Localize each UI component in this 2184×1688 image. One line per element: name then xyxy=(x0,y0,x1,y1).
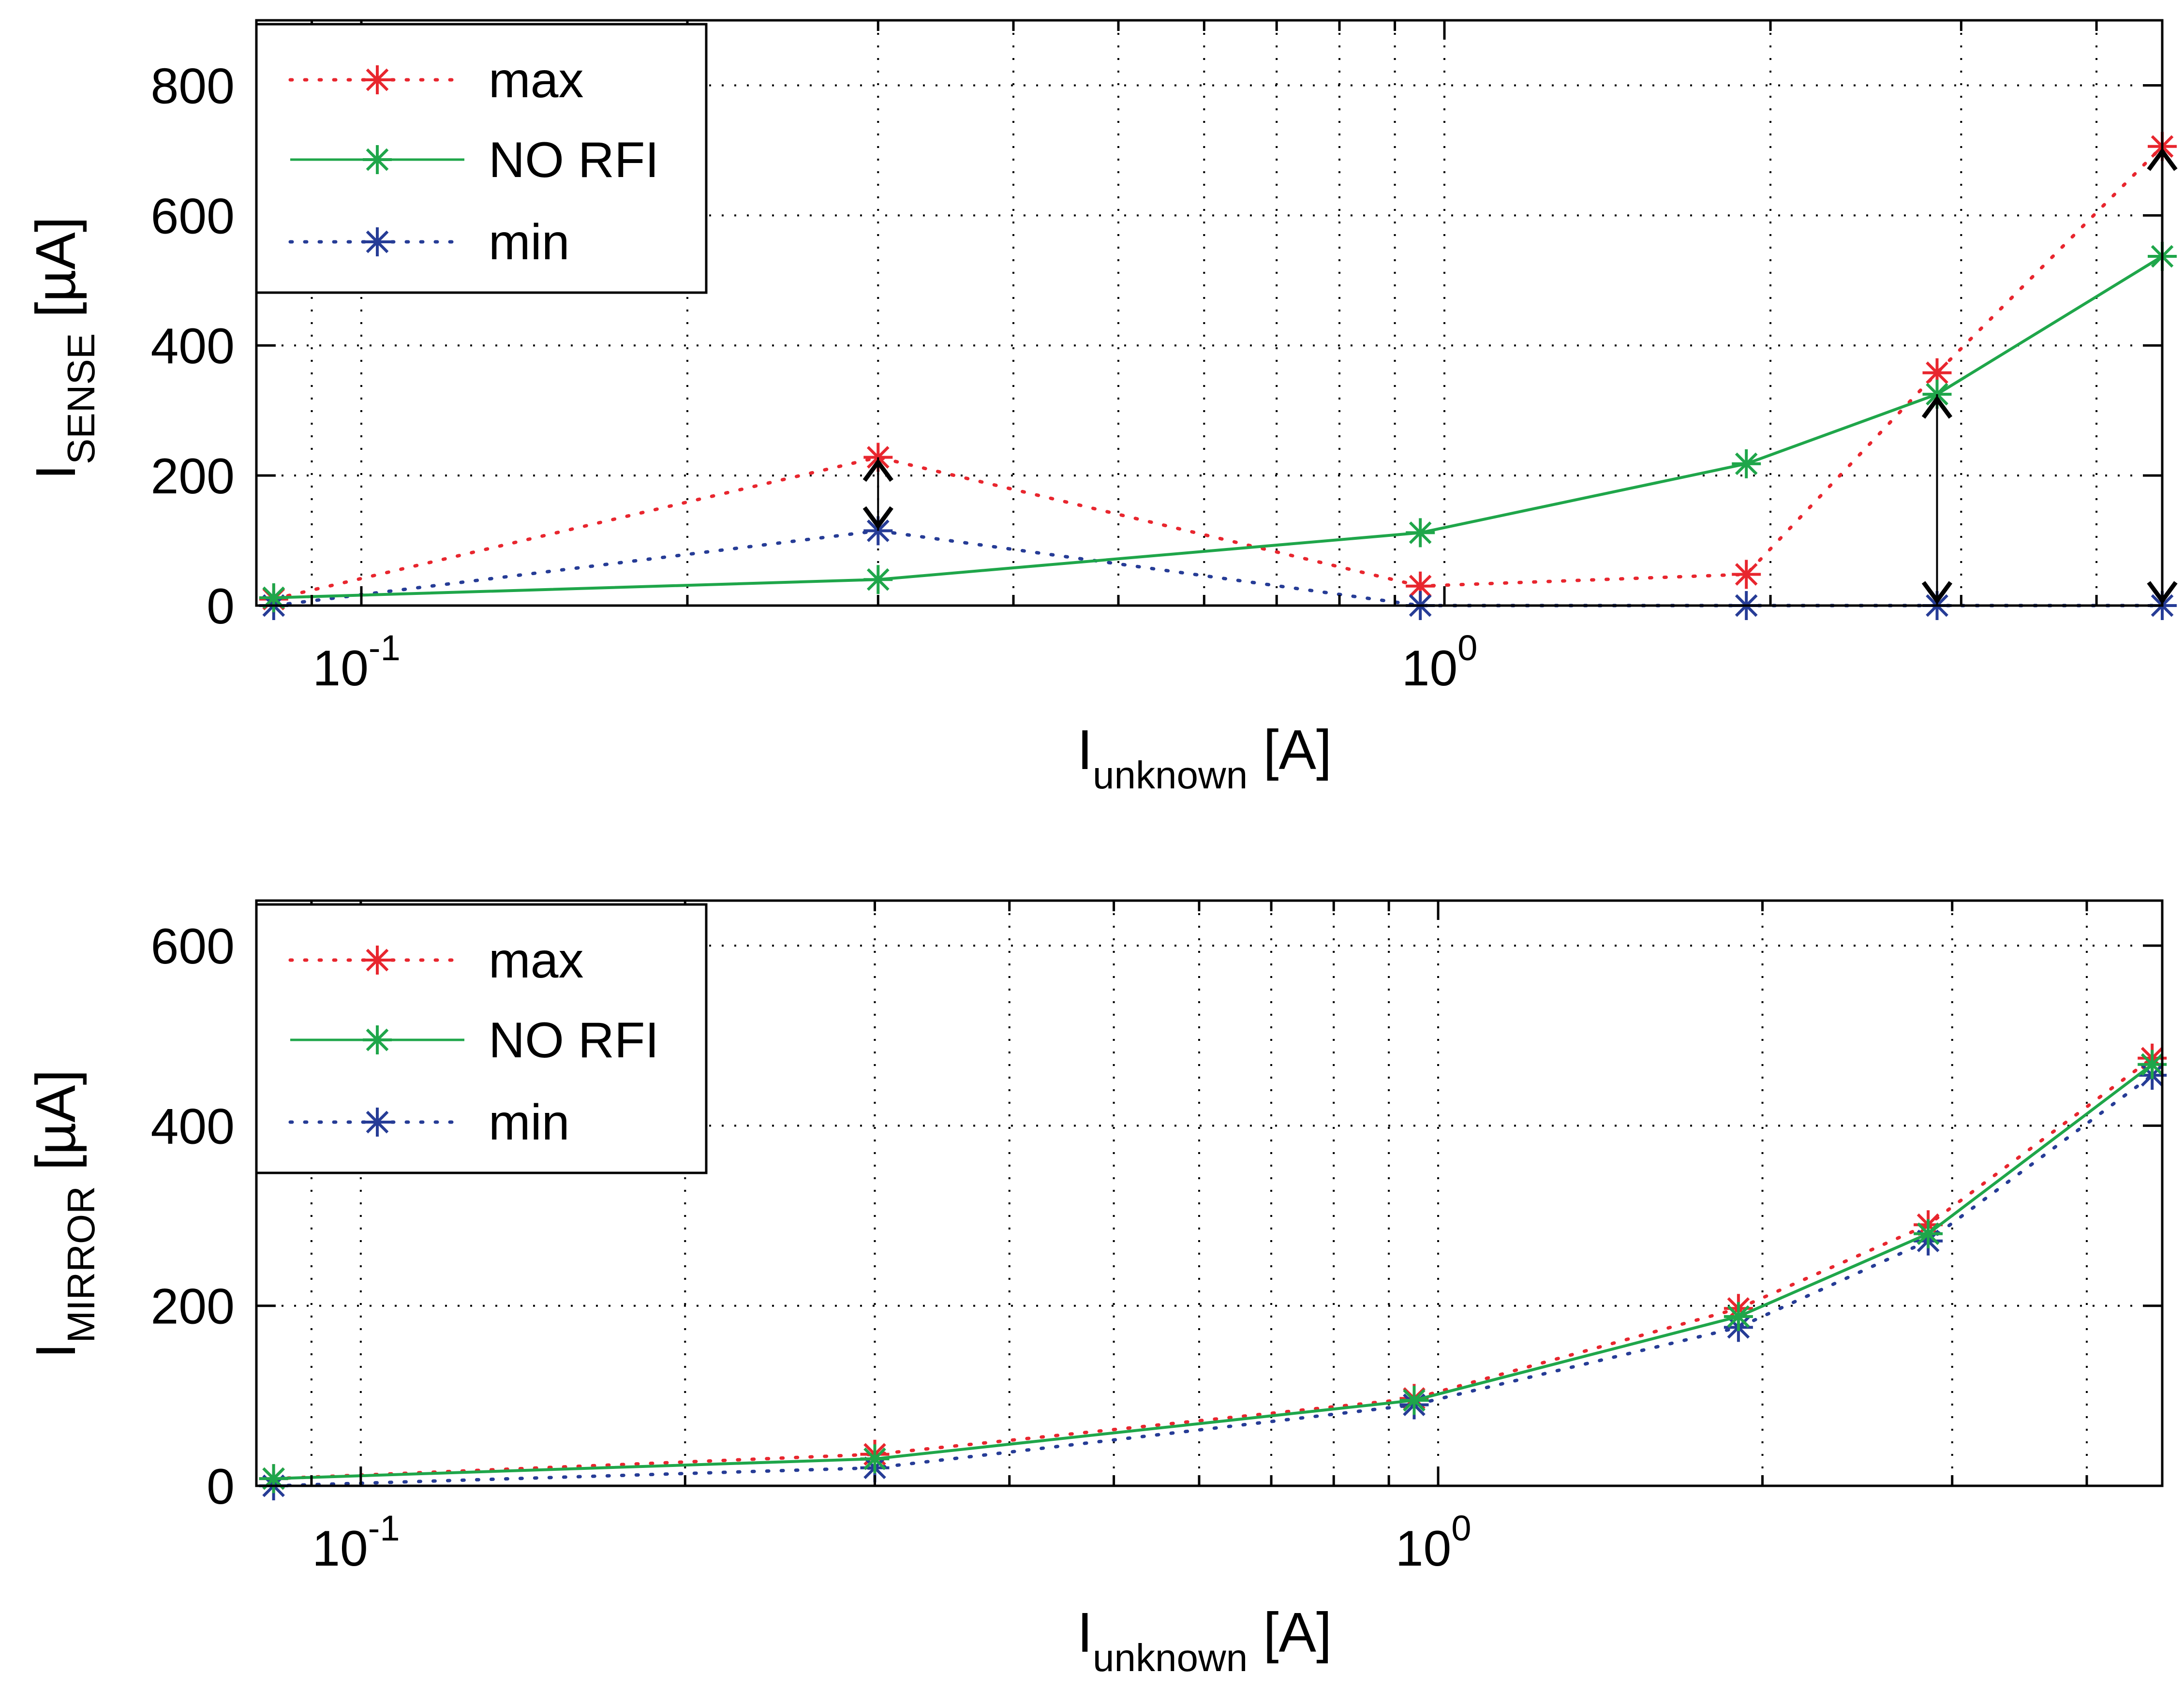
legend-label: NO RFI xyxy=(489,1012,659,1068)
star-marker-icon xyxy=(363,946,392,975)
data-point-marker xyxy=(259,1464,288,1494)
data-point-marker xyxy=(860,1444,890,1474)
y-tick-label: 800 xyxy=(150,58,235,114)
legend-entry-no-rfi: NO RFI xyxy=(290,1012,659,1068)
star-marker-icon xyxy=(363,145,392,174)
series-line xyxy=(272,255,2164,599)
data-point-marker xyxy=(1732,560,1761,589)
legend-entry-min: min xyxy=(288,1095,570,1151)
legend: max NO RFI min xyxy=(255,903,708,1174)
x-tick-label: 100 xyxy=(1396,1508,1471,1577)
plot-area-frame xyxy=(255,899,2164,1487)
y-tick-label: 0 xyxy=(207,1459,235,1515)
y-tick-label: 400 xyxy=(150,1098,235,1155)
data-point-marker xyxy=(1406,518,1435,548)
series-no-rfi xyxy=(259,242,2177,612)
legend-label: min xyxy=(489,1095,570,1151)
chart-bottom: 10-1 100 0 200 400 600 IMIRROR [µA] Iunknown … xyxy=(24,899,2167,1679)
y-tick-label: 0 xyxy=(207,578,235,635)
legend-entry-no-rfi: NO RFI xyxy=(290,132,659,188)
legend-label: max xyxy=(489,52,583,108)
legend-label: max xyxy=(489,933,583,989)
y-tick-label: 600 xyxy=(150,918,235,975)
legend-label: NO RFI xyxy=(489,132,659,188)
legend-label: min xyxy=(489,214,570,270)
data-point-marker xyxy=(863,565,893,594)
star-marker-icon xyxy=(363,1108,392,1137)
legend-entry-min: min xyxy=(288,214,570,270)
legend-entry-max: max xyxy=(288,52,583,108)
x-axis-label: Iunknown [A] xyxy=(1077,718,1332,797)
x-tick-label: 100 xyxy=(1402,628,1478,696)
star-marker-icon xyxy=(363,1025,392,1054)
x-tick-label: 10-1 xyxy=(312,1508,400,1577)
data-point-marker xyxy=(1914,1219,1943,1248)
double-arrow-annotation xyxy=(1921,394,1953,606)
y-axis-label: ISENSE [µA] xyxy=(24,217,103,480)
x-tick-label: 10-1 xyxy=(312,628,401,696)
x-axis-label: Iunknown [A] xyxy=(1077,1601,1332,1679)
data-point-marker xyxy=(259,583,288,612)
star-marker-icon xyxy=(363,227,392,256)
y-tick-label: 200 xyxy=(150,448,235,504)
plot-area-frame xyxy=(255,19,2164,607)
data-point-marker xyxy=(1732,449,1761,478)
y-axis-label: IMIRROR [µA] xyxy=(24,1069,103,1359)
legend-entry-max: max xyxy=(288,933,583,989)
series-line xyxy=(272,1063,2154,1481)
data-point-marker xyxy=(1723,1302,1753,1331)
legend: max NO RFI min xyxy=(255,23,708,294)
y-tick-label: 200 xyxy=(150,1279,235,1335)
star-marker-icon xyxy=(363,65,392,94)
data-point-marker xyxy=(1399,1386,1429,1415)
y-tick-label: 400 xyxy=(150,318,235,374)
double-arrow-annotation xyxy=(862,457,893,531)
chart-top: 10-1 100 0 200 400 600 800 ISENSE [µA] Iunknow… xyxy=(24,19,2178,797)
y-tick-label: 600 xyxy=(150,188,235,244)
